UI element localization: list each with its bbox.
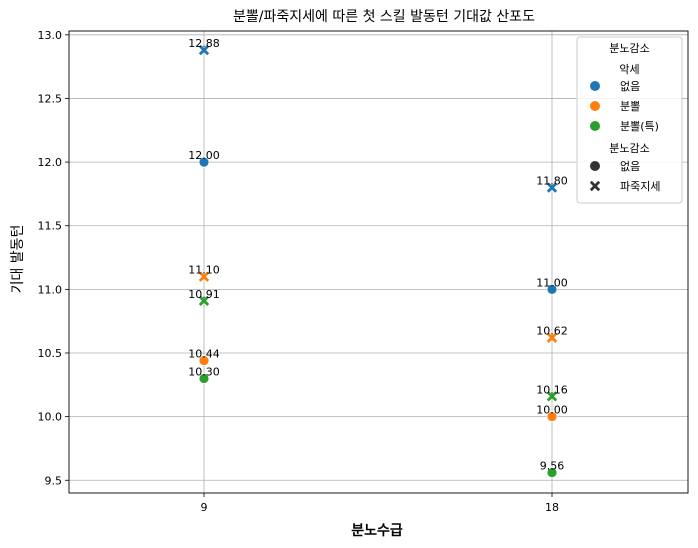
- data-point-x: [198, 295, 210, 307]
- data-point-x: [198, 44, 210, 56]
- x-tick-label: 18: [545, 501, 559, 514]
- data-point-circle: [546, 411, 558, 423]
- data-label: 12.88: [188, 37, 220, 50]
- data-label: 9.56: [540, 460, 565, 473]
- y-tick-label: 10.5: [38, 347, 63, 360]
- legend-title: 분노감소: [609, 42, 649, 55]
- data-point-x: [198, 271, 210, 282]
- data-label: 12.00: [188, 149, 220, 162]
- y-tick-label: 11.0: [38, 283, 63, 296]
- axes: 9.5 10.0 10.5 11.0 11.5 12.0 12.5 13.0 9 18: [38, 29, 689, 514]
- data-point-x-stroke-b: [198, 44, 210, 56]
- data-label: 10.30: [188, 365, 220, 378]
- data-label: 11.10: [188, 264, 220, 277]
- data-point-circle: [198, 373, 210, 384]
- data-point-x-stroke-b: [546, 391, 558, 402]
- data-label: 10.91: [188, 288, 220, 301]
- legend-hue-label: 분뽈: [620, 100, 640, 113]
- data-label: 10.62: [536, 325, 568, 338]
- x-tick-label: 9: [201, 501, 208, 514]
- y-tick-label: 9.5: [45, 474, 63, 487]
- legend-style-marker-x: [589, 180, 601, 192]
- legend-hue-marker: [590, 81, 600, 91]
- legend-style-label: 파죽지세: [620, 180, 660, 193]
- plot-frame: [68, 30, 689, 494]
- legend-style-marker-circle: [590, 161, 600, 171]
- y-tick-label: 10.0: [38, 411, 63, 424]
- data-label: 11.00: [536, 276, 568, 289]
- y-axis-label: 기대 발동턴: [10, 225, 26, 294]
- data-point-circle: [546, 283, 558, 295]
- data-points: [198, 44, 558, 479]
- legend-hue-title: 악세: [619, 63, 639, 76]
- data-point-circle: [198, 355, 210, 367]
- legend-hue-label: 분뽈(특): [620, 120, 659, 133]
- data-label: 10.00: [536, 404, 568, 417]
- chart-title: 분뽈/파죽지세에 따른 첫 스킬 발동턴 기대값 산포도: [233, 9, 535, 25]
- data-labels: 12.00 11.00 12.88 11.80 10.44 10.00 11.10 10.62…: [188, 37, 568, 473]
- legend-box: [576, 36, 683, 204]
- data-point-x-stroke-b: [546, 182, 558, 193]
- data-point-x-stroke-b: [546, 332, 558, 343]
- legend-hue-marker: [590, 121, 600, 131]
- x-axis-label: 분노수급: [351, 523, 403, 539]
- data-point-x-stroke-b: [198, 295, 210, 307]
- legend-style-marker-x-stroke-b: [589, 180, 601, 192]
- data-point-circle: [546, 467, 558, 479]
- data-point-x: [546, 391, 558, 402]
- y-tick-label: 11.5: [38, 220, 63, 233]
- data-label: 10.16: [536, 383, 568, 396]
- data-point-circle: [198, 156, 210, 168]
- y-tick-label: 12.0: [38, 156, 63, 169]
- legend-hue-marker: [590, 101, 600, 111]
- data-label: 10.44: [188, 348, 220, 361]
- y-tick-label: 13.0: [38, 29, 63, 42]
- legend-style-label: 없음: [620, 160, 640, 173]
- legend-style-title: 분노감소: [609, 142, 649, 155]
- data-point-x-stroke-b: [198, 271, 210, 282]
- data-point-x: [546, 182, 558, 193]
- legend-hue-label: 없음: [620, 80, 640, 93]
- data-label: 11.80: [536, 175, 568, 188]
- y-tick-label: 12.5: [38, 92, 63, 105]
- data-point-x: [546, 332, 558, 343]
